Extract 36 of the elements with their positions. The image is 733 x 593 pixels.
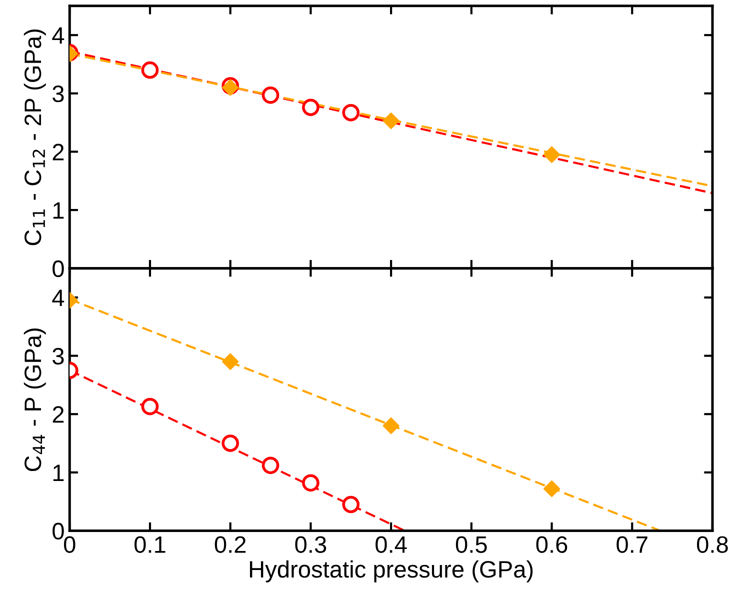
point xyxy=(141,398,159,416)
point xyxy=(302,98,320,116)
x-tick-label: 0 xyxy=(64,536,76,553)
x-tick-label: 0.3 xyxy=(295,536,326,553)
y-tick-label: 1 xyxy=(53,202,64,219)
x-tick-label: 0.8 xyxy=(696,536,728,553)
x-tick-label: 0.2 xyxy=(214,536,246,553)
point xyxy=(262,86,280,104)
x-tick-label: 0.6 xyxy=(536,536,568,553)
y-axis-title: C$_{44}$ - P (GPa) xyxy=(24,328,46,472)
point xyxy=(543,146,560,163)
y-tick-label: 0 xyxy=(52,260,64,278)
point xyxy=(141,61,159,79)
point xyxy=(342,104,360,122)
x-tick-label: 0.5 xyxy=(456,536,487,553)
y-tick-label: 3 xyxy=(52,85,64,102)
x-tick-label: 0.4 xyxy=(376,536,407,553)
point xyxy=(382,417,400,434)
y-tick-label: 2 xyxy=(52,406,64,423)
y-tick-label: 0 xyxy=(52,522,64,540)
point xyxy=(222,434,240,452)
point xyxy=(382,112,400,130)
x-tick-label: 0.1 xyxy=(134,536,166,553)
point xyxy=(222,353,239,370)
x-axis-title: Hydrostatic pressure (GPa) xyxy=(250,560,533,582)
point xyxy=(342,496,360,514)
y-tick-label: 4 xyxy=(52,27,64,44)
y-axis-title: C$_{11}$ - C$_{12}$ - 2P (GPa) xyxy=(24,30,46,246)
y-tick-label: 1 xyxy=(53,464,64,481)
point xyxy=(262,456,280,474)
y-tick-label: 3 xyxy=(52,348,64,365)
point xyxy=(543,480,560,498)
point xyxy=(302,474,320,492)
y-tick-label: 2 xyxy=(52,144,64,160)
y-tick-label: 4 xyxy=(52,290,64,306)
x-tick-label: 0.7 xyxy=(616,536,648,553)
